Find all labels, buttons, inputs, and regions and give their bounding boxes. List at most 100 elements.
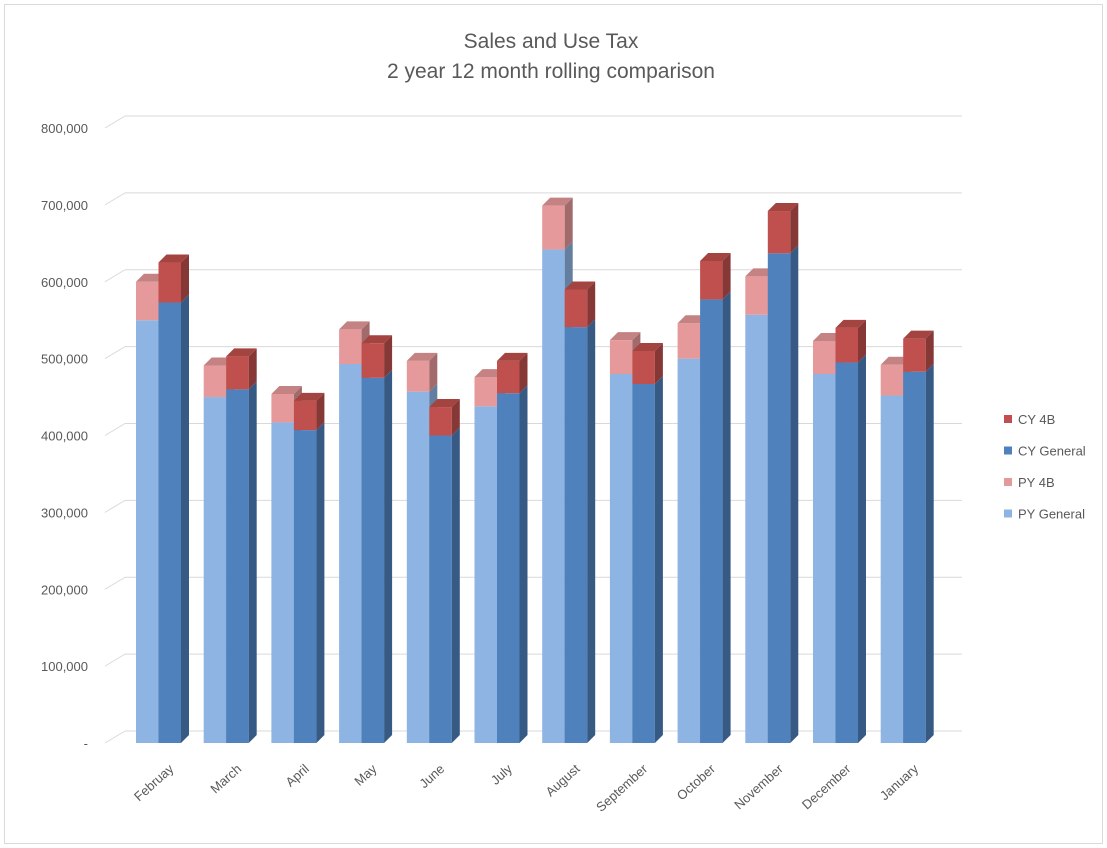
bar-segment-top <box>339 321 370 330</box>
bar-segment-side <box>587 281 596 328</box>
bar-segment <box>136 320 159 743</box>
gridline-diagonal <box>104 346 126 360</box>
bar-segment-side <box>181 254 189 303</box>
bar-segment <box>293 400 317 431</box>
bar-segment-side <box>587 319 596 743</box>
bar-segment <box>226 356 249 390</box>
bar-segment <box>903 338 926 372</box>
y-tick-label: 600,000 <box>41 275 88 290</box>
bar-segment-side <box>316 422 325 743</box>
bar-segment <box>564 327 588 743</box>
bar-segment <box>700 299 723 743</box>
bar-segment <box>203 365 227 398</box>
bar-segment <box>880 364 904 396</box>
bar-segment-side <box>790 203 799 254</box>
bar-segment-top <box>293 392 325 401</box>
bar-segment <box>835 362 858 743</box>
bar-segment <box>632 350 655 384</box>
bar-segment-side <box>722 291 731 743</box>
legend: CY 4B CY General PY 4B PY General <box>1004 412 1086 522</box>
bar-segment-top <box>361 335 393 344</box>
bar-segment <box>474 377 497 407</box>
bar-segment <box>361 377 385 743</box>
bar-segment-side <box>519 385 528 743</box>
bar-segment-top <box>406 352 438 361</box>
legend-label: CY General <box>1018 444 1086 459</box>
bar-segment <box>609 340 633 374</box>
bar-segment-top <box>903 330 934 339</box>
bar-segment <box>745 314 768 743</box>
bar-segment <box>564 289 588 328</box>
bar-segment-side <box>316 392 325 431</box>
bar-segment-side <box>790 245 799 743</box>
bar-segment-side <box>181 294 189 743</box>
bar-segment <box>429 435 452 743</box>
y-tick-label: 300,000 <box>41 505 88 520</box>
bar-segment <box>158 302 181 743</box>
x-category-label: July <box>488 761 516 788</box>
bar-segment <box>226 389 249 743</box>
gridline-diagonal <box>104 192 126 206</box>
bar-segment <box>406 391 430 743</box>
gridline-diagonal <box>104 499 126 513</box>
chart-subtitle: 2 year 12 month rolling comparison <box>387 60 715 83</box>
bar-segment-side <box>248 348 257 390</box>
bar-segment-top <box>609 332 641 341</box>
bar-segment <box>903 371 926 743</box>
y-tick-label: 400,000 <box>41 429 88 444</box>
bar-segment-side <box>564 197 573 250</box>
bar-segment <box>429 407 452 436</box>
bar-segment-top <box>564 281 596 290</box>
bar-segment-top <box>226 348 257 357</box>
bar-segment-top <box>700 252 731 261</box>
bars <box>136 197 934 743</box>
bar-segment <box>835 327 858 363</box>
bar-segment <box>474 406 497 743</box>
legend-label: PY General <box>1018 507 1085 522</box>
bar-segment-top <box>767 203 799 212</box>
bar-segment <box>497 393 520 743</box>
bar-segment <box>158 262 181 303</box>
x-axis-category-labels: Februay March April May June July August Septem… <box>131 761 922 815</box>
bar-segment-side <box>384 335 393 378</box>
y-tick-label: - <box>84 736 88 751</box>
bar-segment-top <box>835 319 866 328</box>
gridline-diagonal <box>104 269 126 283</box>
bar-segment-side <box>654 375 663 743</box>
bar-segment-side <box>451 427 460 743</box>
y-axis-ticks: - 100,000 200,000 300,000 400,000 500,000 600,… <box>41 121 88 751</box>
x-category-label: March <box>207 761 244 796</box>
bar-segment <box>767 253 791 743</box>
x-category-label: April <box>283 761 312 790</box>
x-category-label: August <box>543 761 583 799</box>
legend-label: CY 4B <box>1018 412 1055 427</box>
x-category-label: January <box>877 761 922 803</box>
legend-label: PY 4B <box>1018 475 1055 490</box>
bar-segment-side <box>925 363 934 743</box>
bar-segment <box>542 249 565 743</box>
bar-segment-side <box>384 369 393 743</box>
bar-segment-side <box>858 354 866 743</box>
bar-segment <box>361 343 385 378</box>
bar-segment <box>677 358 701 743</box>
bar-segment <box>339 329 362 365</box>
chart-title: Sales and Use Tax <box>464 30 639 53</box>
bar-segment-side <box>429 352 438 392</box>
y-tick-label: 700,000 <box>41 198 88 213</box>
bar-segment <box>136 281 159 321</box>
bar-segment <box>497 360 520 394</box>
legend-swatch <box>1004 415 1012 423</box>
bar-segment <box>813 374 836 743</box>
bar-segment-top <box>158 254 189 263</box>
y-tick-label: 200,000 <box>41 582 88 597</box>
legend-swatch <box>1004 446 1012 455</box>
x-category-label: May <box>351 761 380 789</box>
bar-segment <box>880 395 904 743</box>
bar-segment-top <box>271 385 302 394</box>
bar-segment-side <box>925 330 934 372</box>
bar-segment <box>745 276 768 315</box>
bar-segment <box>609 374 633 743</box>
bar-segment-side <box>248 381 257 743</box>
bar-segment-top <box>429 399 460 408</box>
